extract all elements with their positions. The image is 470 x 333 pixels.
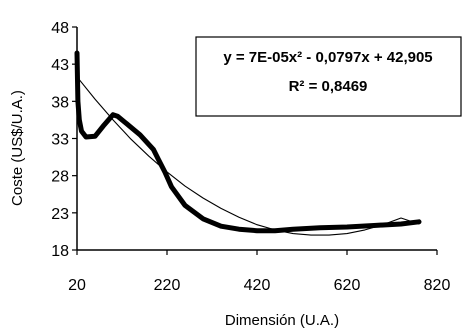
series-layer: [74, 50, 422, 236]
x-tick-label: 420: [244, 277, 271, 294]
y-tick-label: 18: [51, 243, 69, 260]
y-tick-label: 48: [51, 20, 69, 37]
x-ticks: 20 220 420 620 820: [68, 250, 450, 294]
series-line-thick: [74, 50, 422, 234]
series-line-thin: [76, 76, 420, 236]
y-tick-label: 38: [51, 94, 69, 111]
equation-text: y = 7E-05x² - 0,0797x + 42,905: [223, 49, 432, 66]
x-tick-label: 20: [68, 277, 86, 294]
y-tick-label: 23: [51, 206, 69, 223]
equation-box: y = 7E-05x² - 0,0797x + 42,905 R² = 0,84…: [195, 36, 462, 117]
y-tick-label: 28: [51, 169, 69, 186]
equation-box-frame: [195, 36, 462, 117]
x-axis-title: Dimensión (U.A.): [225, 312, 339, 329]
y-ticks: 18 23 28 33 38 43 48: [51, 20, 77, 260]
y-tick-label: 33: [51, 132, 69, 149]
y-axis-title: Coste (US$/U.A.): [9, 90, 26, 206]
r-squared-text: R² = 0,8469: [289, 78, 368, 95]
x-tick-label: 620: [334, 277, 361, 294]
x-tick-label: 820: [424, 277, 451, 294]
y-tick-label: 43: [51, 57, 69, 74]
x-tick-label: 220: [154, 277, 181, 294]
